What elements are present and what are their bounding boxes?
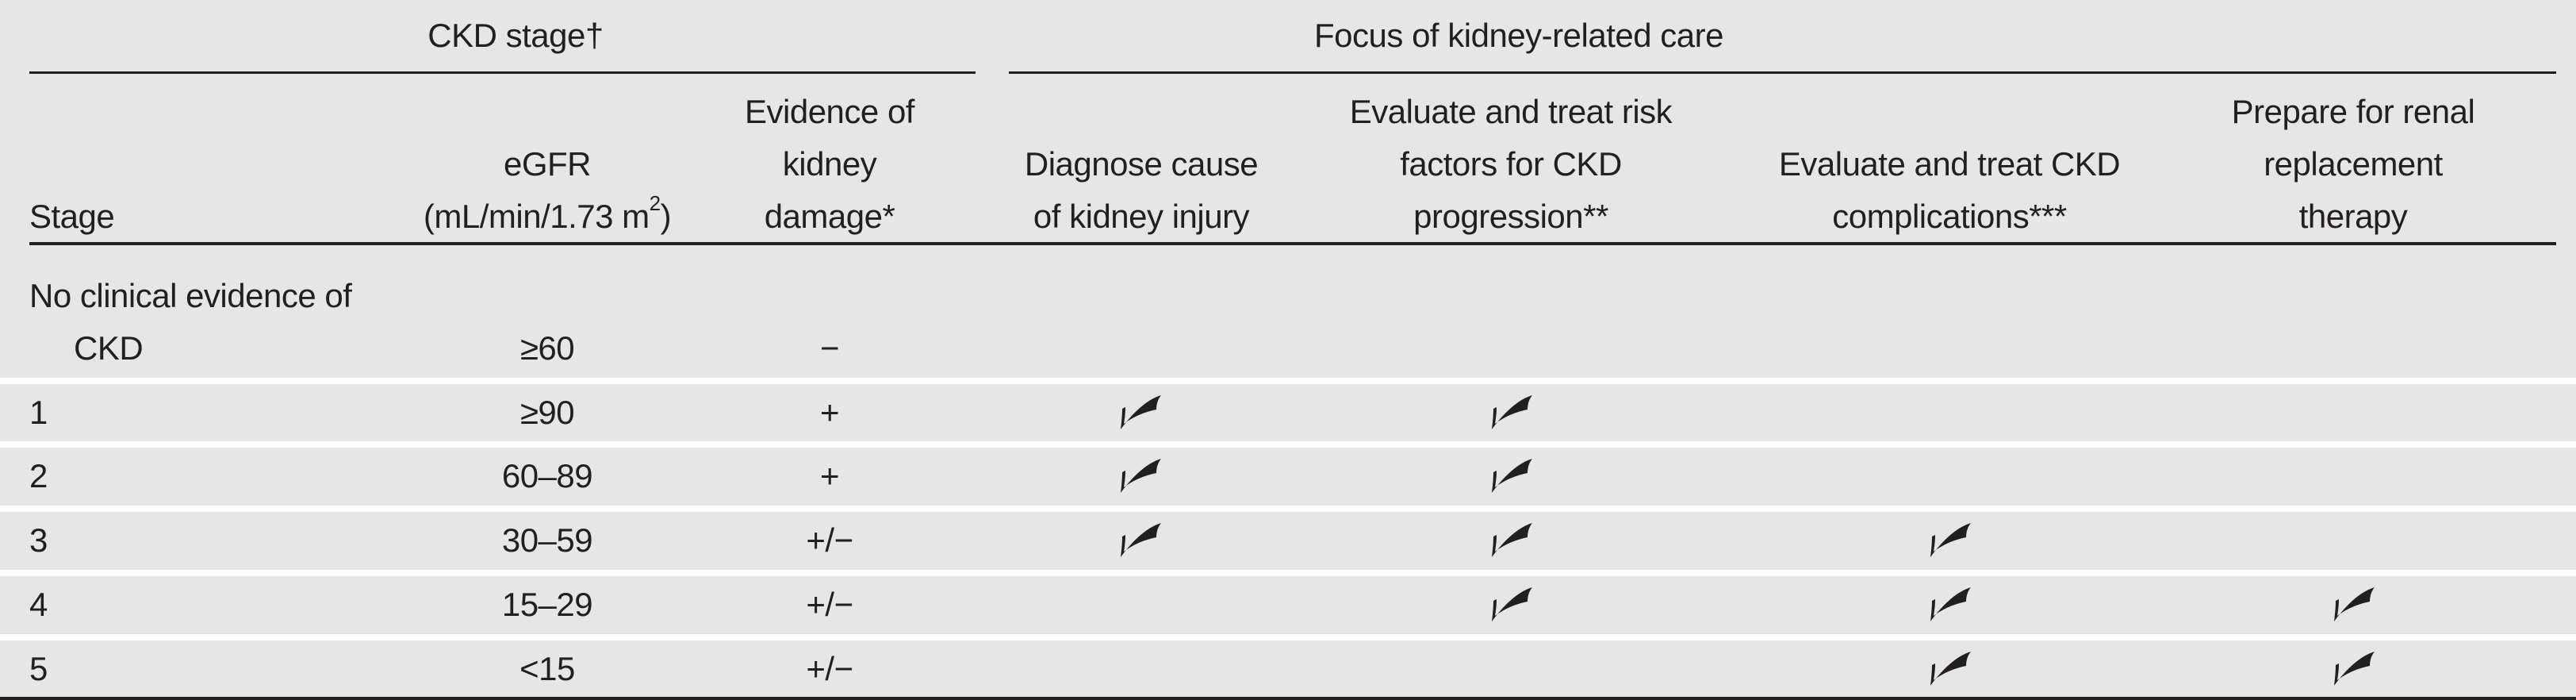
checkmark-icon	[1489, 521, 1533, 559]
cell-evidence: −	[819, 329, 840, 367]
column-header-stage: Stage	[29, 198, 115, 235]
row-separator	[0, 506, 2576, 512]
egfr-unit-superscript: 2	[649, 191, 661, 215]
cell-evidence: +/−	[806, 650, 853, 687]
checkmark-icon	[1117, 456, 1162, 494]
group-header-focus: Focus of kidney-related care	[1314, 17, 1723, 54]
checkmark-icon	[2331, 585, 2375, 623]
group-rule-left	[29, 71, 976, 74]
column-header-egfr-unit: (mL/min/1.73 m2)	[349, 190, 746, 243]
cell-egfr: ≥60	[519, 329, 575, 367]
column-header-rrt-2: replacement	[2264, 145, 2443, 183]
group-header-ckd-stage: CKD stage†	[427, 17, 604, 54]
group-rule-right	[1009, 71, 2556, 74]
column-header-complications-2: complications***	[1832, 198, 2067, 235]
column-header-risk-1: Evaluate and treat risk	[1349, 93, 1673, 130]
egfr-unit-close: )	[660, 198, 672, 235]
cell-evidence: +	[819, 394, 840, 431]
cell-egfr: <15	[519, 650, 575, 687]
checkmark-icon	[1927, 649, 1972, 687]
row-separator	[0, 570, 2576, 576]
cell-egfr: 30–59	[501, 521, 593, 559]
cell-stage: 1	[29, 394, 48, 431]
column-header-risk-3: progression**	[1413, 198, 1608, 235]
column-header-complications-1: Evaluate and treat CKD	[1778, 145, 2121, 183]
cell-evidence: +	[819, 457, 840, 494]
column-header-evidence-3: damage*	[764, 198, 895, 235]
cell-stage: 3	[29, 521, 48, 559]
checkmark-icon	[2331, 649, 2375, 687]
row-separator	[0, 634, 2576, 640]
column-header-evidence-1: Evidence of	[745, 93, 914, 130]
cell-egfr: ≥90	[519, 394, 575, 431]
checkmark-icon	[1117, 393, 1162, 431]
row-separator	[0, 441, 2576, 448]
cell-stage: No clinical evidence of CKD	[29, 277, 352, 367]
checkmark-icon	[1489, 393, 1533, 431]
column-header-risk-2: factors for CKD	[1400, 145, 1622, 183]
checkmark-icon	[1489, 585, 1533, 623]
cell-stage: 2	[29, 457, 48, 494]
column-header-egfr: eGFR	[503, 145, 592, 183]
cell-stage: 5	[29, 650, 48, 687]
checkmark-icon	[1927, 521, 1972, 559]
column-header-evidence-2: kidney	[782, 145, 877, 183]
cell-egfr: 60–89	[501, 457, 593, 494]
column-header-rrt-3: therapy	[2298, 198, 2408, 235]
checkmark-icon	[1117, 521, 1162, 559]
cell-egfr: 15–29	[501, 586, 593, 623]
checkmark-icon	[1489, 456, 1533, 494]
cell-evidence: +/−	[806, 586, 853, 623]
checkmark-icon	[1927, 585, 1972, 623]
bottom-rule	[0, 697, 2576, 700]
header-rule	[29, 242, 2556, 245]
column-header-diagnose-2: of kidney injury	[1033, 198, 1250, 235]
column-header-rrt-1: Prepare for renal	[2231, 93, 2475, 130]
egfr-unit-text: (mL/min/1.73 m	[423, 198, 650, 235]
cell-evidence: +/−	[806, 521, 853, 559]
cell-stage: 4	[29, 586, 48, 623]
column-header-diagnose-1: Diagnose cause	[1024, 145, 1259, 183]
row-separator	[0, 378, 2576, 384]
